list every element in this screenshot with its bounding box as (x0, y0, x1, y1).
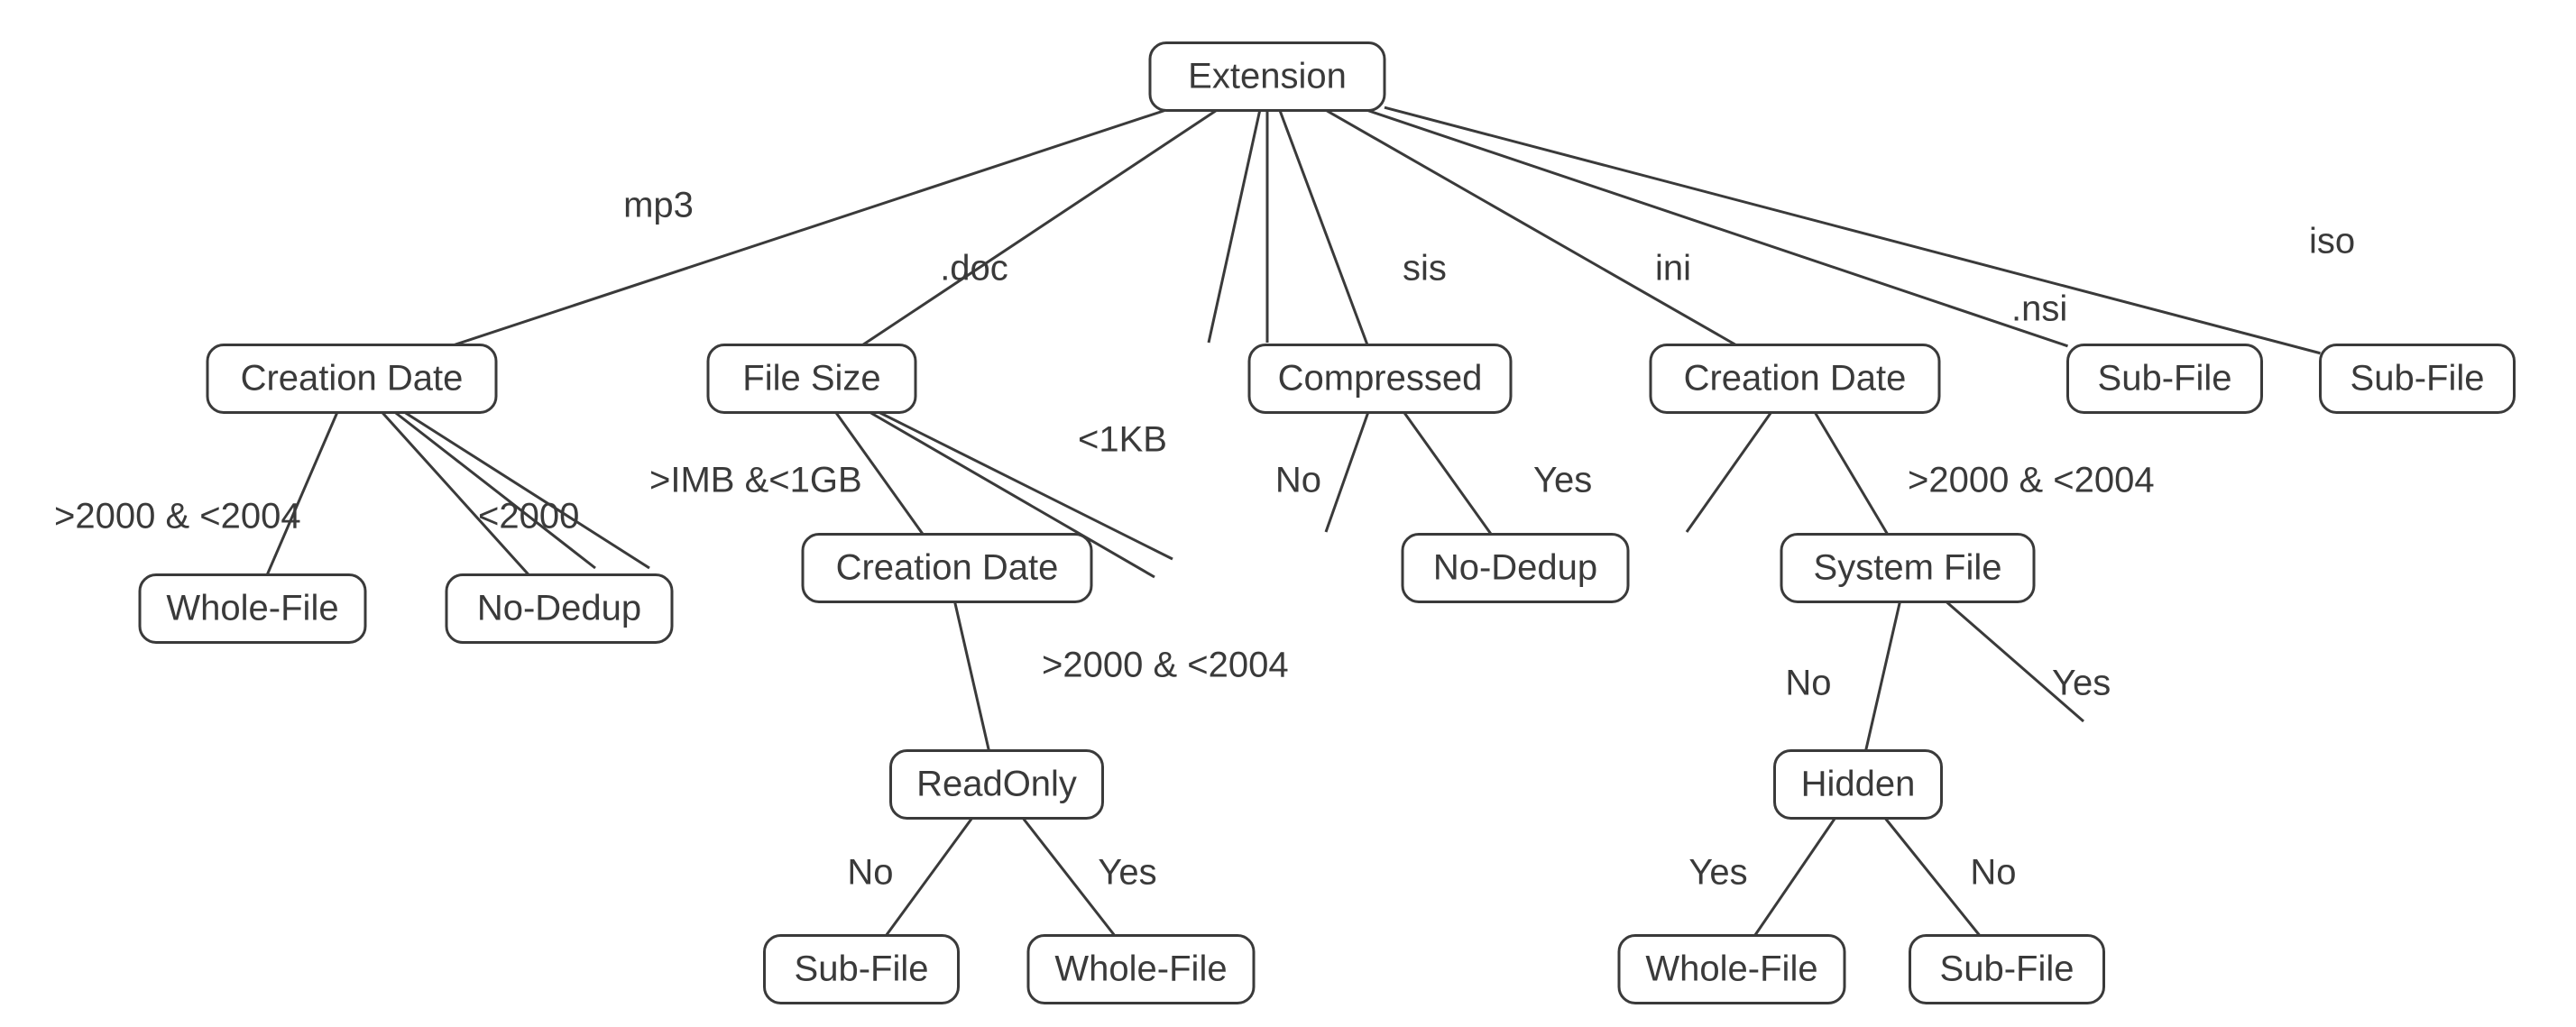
tree-edge-label: No (1970, 853, 2016, 893)
tree-edge (455, 111, 1165, 345)
tree-edge (1209, 111, 1260, 344)
tree-edge-label: .nsi (2011, 289, 2067, 329)
tree-node-label: Compressed (1278, 359, 1483, 399)
tree-node-label: Whole-File (1054, 949, 1227, 989)
tree-edge-label: >2000 & <2004 (1042, 646, 1289, 685)
tree-node-label: Creation Date (836, 548, 1059, 588)
decision-tree-diagram: Extension Creation Date Whole-File No-Dedup… (0, 0, 2576, 1027)
tree-node-label: Creation Date (241, 359, 464, 399)
tree-edge-label: Yes (2052, 664, 2111, 703)
tree-edge (1326, 413, 1368, 533)
tree-edge-label: >2000 & <2004 (54, 497, 301, 536)
tree-node-label: No-Dedup (1433, 548, 1597, 588)
tree-edge-label: .doc (940, 249, 1008, 289)
tree-edge (1946, 602, 2084, 722)
tree-node-label: Whole-File (1645, 949, 1817, 989)
tree-edge (1280, 111, 1367, 345)
tree-node-label: Sub-File (795, 949, 929, 989)
tree-node-label: No-Dedup (477, 589, 641, 628)
tree-edge-label: <1KB (1078, 420, 1167, 460)
tree-node-label: Extension (1188, 57, 1347, 96)
tree-edge-label: No (847, 853, 893, 893)
tree-edge-label: >2000 & <2004 (1908, 461, 2155, 500)
tree-edge-label: sis (1403, 249, 1447, 289)
tree-edge-label: Yes (1533, 461, 1592, 500)
tree-edge-label: iso (2309, 222, 2355, 261)
tree-edge (267, 413, 337, 575)
tree-edge-label: No (1275, 461, 1321, 500)
tree-edge (955, 602, 989, 751)
tree-edge (405, 413, 649, 569)
tree-node-label: File Size (742, 359, 880, 399)
tree-edge (1385, 107, 2321, 353)
tree-node-label: Sub-File (2351, 359, 2485, 399)
tree-edge-label: >IMB &<1GB (649, 461, 862, 500)
tree-edge (1367, 111, 2067, 346)
tree-edge (886, 819, 971, 936)
tree-edge-label: mp3 (623, 186, 694, 225)
tree-node-label: Hidden (1801, 765, 1916, 804)
tree-node-label: Whole-File (166, 589, 338, 628)
tree-edge (1866, 602, 1900, 751)
tree-edge (1885, 819, 1980, 936)
tree-edge (382, 413, 529, 575)
tree-node-label: System File (1814, 548, 2002, 588)
tree-edge-label: No (1785, 664, 1831, 703)
tree-edge-label: <2000 (478, 497, 579, 536)
tree-node-label: Creation Date (1684, 359, 1907, 399)
tree-edge-label: ini (1655, 249, 1691, 289)
tree-edge-label: Yes (1688, 853, 1747, 893)
tree-edge (863, 111, 1217, 345)
tree-node-label: ReadOnly (916, 765, 1077, 804)
tree-edge (1815, 413, 1887, 535)
tree-node-label: Sub-File (1940, 949, 2075, 989)
tree-edge (1687, 413, 1771, 533)
tree-node-label: Sub-File (2098, 359, 2232, 399)
tree-edge (395, 413, 595, 569)
tree-edge (1404, 413, 1491, 535)
tree-edge-label: Yes (1098, 853, 1156, 893)
tree-edge (1755, 819, 1835, 936)
